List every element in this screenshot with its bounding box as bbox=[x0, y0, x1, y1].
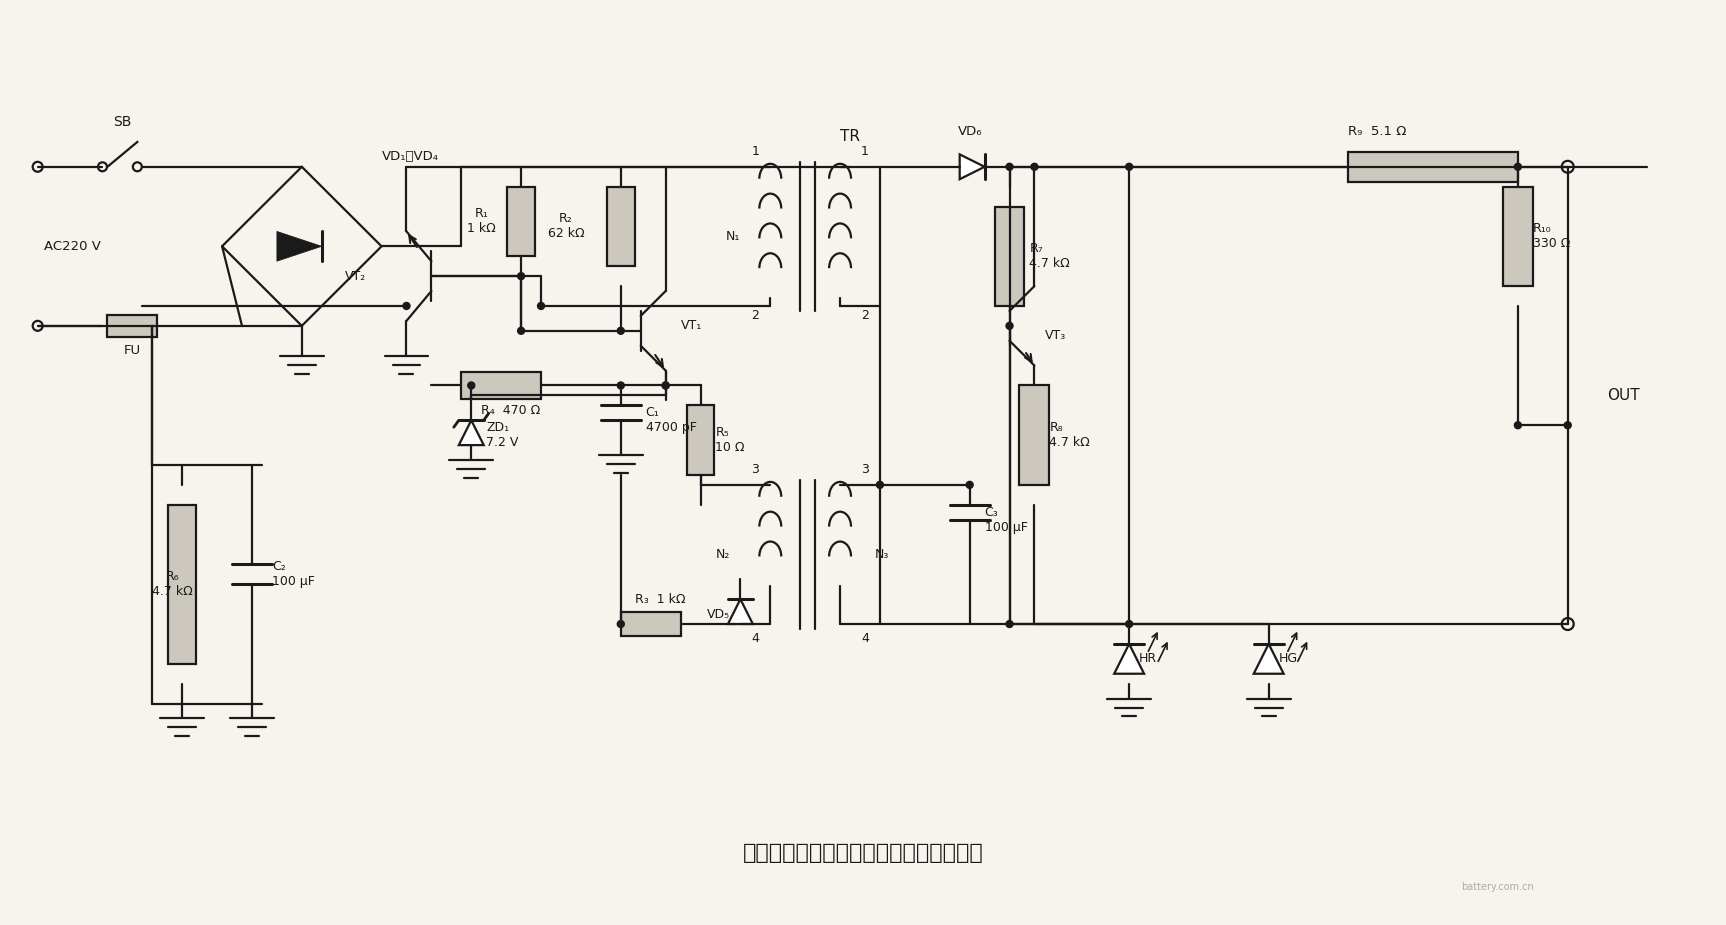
Text: FU: FU bbox=[124, 344, 142, 357]
Text: ZD₁
7.2 V: ZD₁ 7.2 V bbox=[487, 421, 518, 450]
Text: AC220 V: AC220 V bbox=[45, 240, 102, 253]
Text: C₂
100 μF: C₂ 100 μF bbox=[273, 561, 314, 588]
Text: VD₁～VD₄: VD₁～VD₄ bbox=[381, 151, 438, 164]
Polygon shape bbox=[728, 599, 753, 624]
Text: OUT: OUT bbox=[1607, 388, 1640, 403]
Text: 2: 2 bbox=[861, 309, 868, 323]
Polygon shape bbox=[459, 420, 483, 445]
Polygon shape bbox=[960, 154, 984, 179]
Circle shape bbox=[1125, 621, 1132, 627]
Bar bbox=[461, 372, 540, 400]
Circle shape bbox=[663, 382, 670, 388]
Text: VT₁: VT₁ bbox=[680, 319, 702, 332]
Text: R₂
62 kΩ: R₂ 62 kΩ bbox=[547, 213, 585, 240]
Bar bbox=[107, 314, 157, 337]
Bar bbox=[608, 187, 635, 266]
Text: R₁
1 kΩ: R₁ 1 kΩ bbox=[466, 207, 495, 236]
Circle shape bbox=[877, 481, 884, 488]
Polygon shape bbox=[1253, 644, 1284, 673]
Text: N₂: N₂ bbox=[716, 548, 730, 561]
Text: 2: 2 bbox=[751, 309, 759, 323]
Circle shape bbox=[618, 327, 625, 334]
Circle shape bbox=[1125, 164, 1132, 170]
Text: R₁₀
330 Ω: R₁₀ 330 Ω bbox=[1533, 222, 1571, 251]
Circle shape bbox=[1564, 422, 1571, 428]
Text: R₈
4.7 kΩ: R₈ 4.7 kΩ bbox=[1049, 421, 1091, 450]
Text: R₇
4.7 kΩ: R₇ 4.7 kΩ bbox=[1029, 242, 1070, 270]
Text: 1: 1 bbox=[861, 145, 868, 158]
Bar bbox=[507, 187, 535, 256]
Bar bbox=[1503, 187, 1533, 286]
Text: R₃  1 kΩ: R₃ 1 kΩ bbox=[635, 593, 685, 606]
Circle shape bbox=[1514, 422, 1521, 428]
Text: 3: 3 bbox=[861, 463, 868, 476]
Text: SB: SB bbox=[114, 115, 131, 130]
Circle shape bbox=[663, 382, 670, 388]
Circle shape bbox=[537, 302, 544, 310]
Circle shape bbox=[618, 382, 625, 388]
Bar bbox=[1020, 386, 1049, 485]
Polygon shape bbox=[276, 231, 321, 261]
Circle shape bbox=[518, 327, 525, 334]
Circle shape bbox=[967, 481, 973, 488]
Text: 高性能恒流恒压镖镌电池充电器电路原理: 高性能恒流恒压镖镌电池充电器电路原理 bbox=[742, 843, 984, 863]
Text: battery.com.cn: battery.com.cn bbox=[1462, 882, 1534, 893]
Text: VD₆: VD₆ bbox=[958, 126, 982, 139]
Bar bbox=[1348, 152, 1517, 181]
Text: C₁
4700 pF: C₁ 4700 pF bbox=[646, 406, 697, 434]
Text: N₁: N₁ bbox=[727, 230, 740, 243]
Circle shape bbox=[1006, 621, 1013, 627]
Circle shape bbox=[402, 302, 411, 310]
Bar bbox=[167, 505, 197, 664]
Circle shape bbox=[468, 382, 475, 388]
Bar bbox=[687, 405, 715, 475]
Text: R₄  470 Ω: R₄ 470 Ω bbox=[482, 404, 540, 417]
Text: C₃
100 μF: C₃ 100 μF bbox=[984, 506, 1027, 534]
Text: VD₅: VD₅ bbox=[708, 608, 730, 621]
Text: TR: TR bbox=[841, 130, 860, 144]
Text: 4: 4 bbox=[751, 633, 759, 646]
Text: VT₂: VT₂ bbox=[345, 269, 366, 283]
Text: 1: 1 bbox=[751, 145, 759, 158]
Circle shape bbox=[1030, 164, 1037, 170]
Text: N₃: N₃ bbox=[875, 548, 889, 561]
Text: R₅
10 Ω: R₅ 10 Ω bbox=[716, 426, 746, 454]
Text: VT₃: VT₃ bbox=[1044, 329, 1065, 342]
Text: R₆
4.7 kΩ: R₆ 4.7 kΩ bbox=[152, 571, 193, 598]
Bar bbox=[994, 206, 1025, 306]
Text: 4: 4 bbox=[861, 633, 868, 646]
Circle shape bbox=[618, 621, 625, 627]
Text: 3: 3 bbox=[751, 463, 759, 476]
Circle shape bbox=[1006, 322, 1013, 329]
Text: HG: HG bbox=[1279, 652, 1298, 665]
Text: HR: HR bbox=[1139, 652, 1156, 665]
Circle shape bbox=[1006, 164, 1013, 170]
Polygon shape bbox=[1115, 644, 1144, 673]
Bar bbox=[621, 611, 680, 636]
Circle shape bbox=[1514, 164, 1521, 170]
Text: R₉  5.1 Ω: R₉ 5.1 Ω bbox=[1348, 126, 1407, 139]
Circle shape bbox=[518, 273, 525, 279]
